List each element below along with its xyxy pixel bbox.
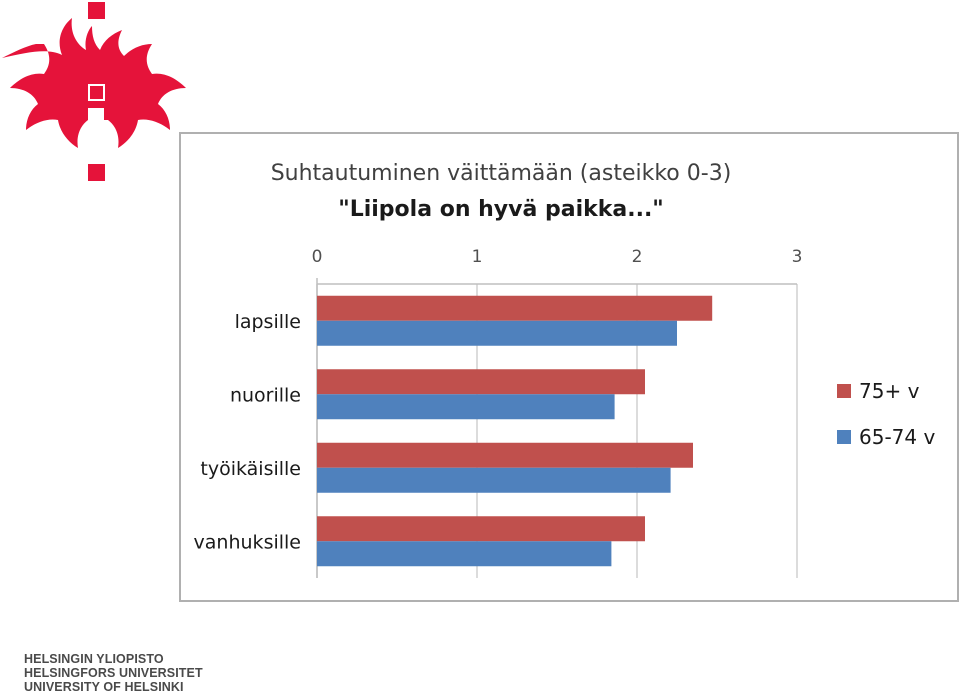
chart-frame: Suhtautuminen väittämään (asteikko 0-3) … xyxy=(179,132,959,602)
legend-label: 75+ v xyxy=(859,379,920,403)
x-tick-label: 2 xyxy=(632,247,643,267)
bar-series1 xyxy=(317,295,713,321)
legend-swatch xyxy=(837,430,851,444)
bar-chart: Suhtautuminen väittämään (asteikko 0-3) … xyxy=(194,161,935,578)
category-label: lapsille xyxy=(235,311,301,333)
bar-series2 xyxy=(317,541,612,567)
category-label: vanhuksille xyxy=(194,531,301,553)
bar-series2 xyxy=(317,467,671,493)
university-name-english: UNIVERSITY OF HELSINKI xyxy=(24,680,184,694)
university-flame-logo xyxy=(2,2,186,181)
university-name-finnish: HELSINGIN YLIOPISTO xyxy=(24,652,164,666)
university-name-swedish: HELSINGFORS UNIVERSITET xyxy=(24,666,203,680)
x-tick-label: 3 xyxy=(792,247,803,267)
legend-swatch xyxy=(837,384,851,398)
bar-series2 xyxy=(317,394,615,420)
chart-title: Suhtautuminen väittämään (asteikko 0-3) xyxy=(271,161,732,186)
category-label: nuorille xyxy=(230,384,301,406)
bar-series1 xyxy=(317,516,645,542)
category-label: työikäisille xyxy=(200,458,301,480)
x-tick-label: 1 xyxy=(472,247,483,267)
legend-label: 65-74 v xyxy=(859,425,935,449)
bar-series1 xyxy=(317,442,693,468)
bar-series2 xyxy=(317,320,677,346)
x-tick-label: 0 xyxy=(312,247,323,267)
chart-subtitle: "Liipola on hyvä paikka..." xyxy=(338,197,664,222)
bar-series1 xyxy=(317,369,645,395)
